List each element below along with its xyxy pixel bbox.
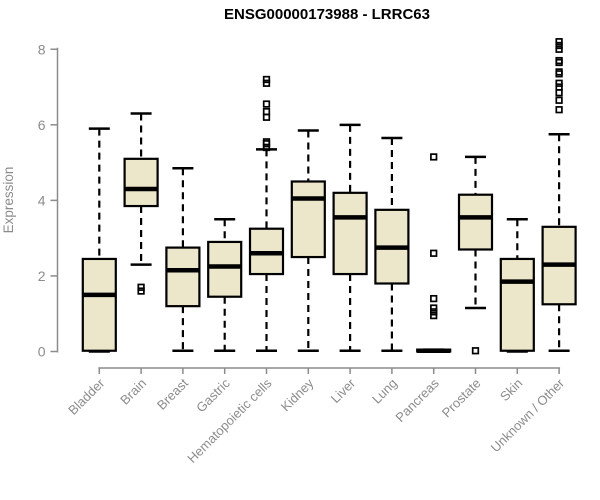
outlier-point — [262, 75, 271, 84]
y-tick-label: 0 — [38, 344, 46, 360]
x-tick-label: Unknown / Other — [488, 375, 568, 455]
outlier-point — [262, 79, 271, 87]
iqr-box — [332, 191, 368, 276]
iqr-box — [81, 257, 117, 352]
x-tick-label: Prostate — [439, 376, 484, 421]
outlier-point — [555, 58, 563, 67]
iqr-box — [165, 246, 201, 308]
x-tick-label: Liver — [328, 375, 359, 406]
outlier-point — [137, 287, 145, 295]
iqr-box — [207, 240, 243, 298]
y-tick-label: 8 — [38, 41, 46, 57]
outlier-point — [430, 304, 438, 312]
chart-title: ENSG00000173988 - LRRC63 — [224, 6, 430, 23]
x-tick-label: Bladder — [65, 375, 108, 418]
outlier-point — [430, 308, 438, 316]
outlier-point — [262, 107, 271, 116]
outlier-point — [555, 70, 563, 78]
iqr-box — [290, 180, 326, 259]
outlier-point — [430, 294, 438, 303]
x-tick-label: Pancreas — [392, 375, 442, 425]
outlier-point — [430, 311, 438, 320]
x-tick-label: Gastric — [193, 375, 233, 415]
y-axis-title: Expression — [1, 167, 16, 234]
iqr-box — [499, 257, 535, 352]
outlier-point — [262, 143, 271, 152]
outlier-point — [262, 100, 271, 108]
outlier-point — [262, 140, 271, 148]
iqr-box — [123, 157, 159, 208]
iqr-box — [457, 193, 494, 251]
x-tick-label: Brain — [117, 376, 149, 408]
outlier-point — [555, 79, 563, 87]
outlier-point — [262, 113, 271, 121]
outlier-point — [555, 96, 563, 104]
y-tick-label: 4 — [38, 192, 46, 208]
outlier-point — [555, 45, 563, 53]
outlier-point — [430, 249, 438, 257]
x-tick-label: Breast — [154, 375, 191, 412]
outlier-point — [555, 83, 563, 91]
x-tick-label: Lung — [369, 376, 400, 407]
outlier-point — [555, 38, 563, 46]
x-tick-label: Kidney — [278, 375, 317, 414]
x-tick-label: Skin — [497, 376, 525, 404]
outlier-point — [471, 347, 480, 355]
outlier-point — [555, 89, 563, 97]
y-tick-label: 2 — [38, 268, 46, 284]
outlier-point — [430, 153, 438, 161]
outlier-point — [555, 41, 563, 50]
outlier-point — [137, 283, 145, 291]
y-tick-label: 6 — [38, 117, 46, 133]
outlier-point — [555, 106, 563, 114]
